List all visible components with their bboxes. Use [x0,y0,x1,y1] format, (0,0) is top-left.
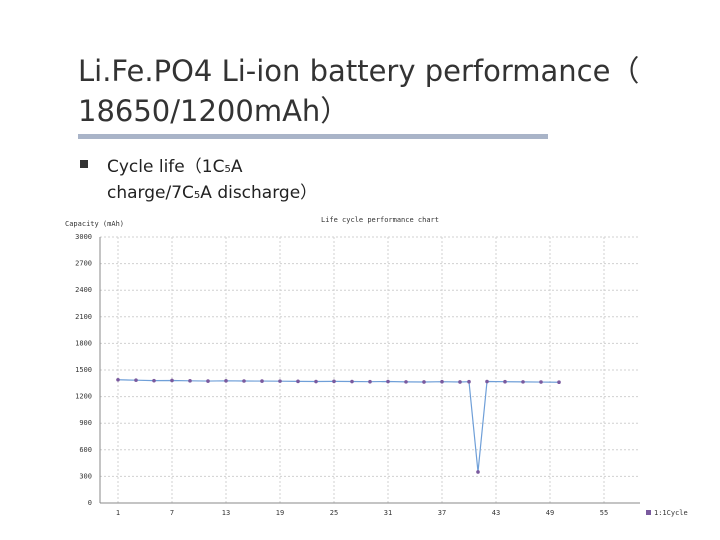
y-tick-label: 1800 [75,339,92,347]
x-tick-label: 25 [330,509,338,517]
text-run: charge/7C [107,183,194,203]
y-tick-label: 2700 [75,260,92,268]
x-tick-label: 55 [600,509,608,517]
chart-title: Life cycle performance chart [321,216,439,224]
bullet-text: Cycle life（1C5A [107,152,242,177]
legend-swatch [646,510,651,515]
y-tick-label: 900 [79,419,92,427]
data-point [224,379,228,383]
data-point [368,379,372,384]
x-tick-label: 31 [384,509,392,517]
chart-background [60,213,720,525]
x-tick-label: 7 [170,509,174,517]
y-tick-label: 1500 [75,366,92,374]
x-tick-label: 19 [276,509,284,517]
data-point [503,379,507,384]
y-tick-label: 2100 [75,313,92,321]
data-point [521,380,525,384]
y-tick-label: 600 [79,446,92,454]
legend-label: 1:1Cycle [654,509,688,517]
data-point [152,378,156,383]
text-run: A discharge） [200,183,318,203]
data-point [188,379,192,383]
data-point [467,379,471,384]
x-tick-label: 1 [116,509,120,517]
y-axis-label: Capacity (mAh) [65,220,124,228]
data-point [206,379,210,383]
data-point [134,378,138,382]
data-point [350,379,354,384]
data-point [242,379,246,383]
data-point [116,377,120,382]
bullet-text: charge/7C5A discharge） [107,178,317,203]
y-tick-label: 1200 [75,393,92,401]
y-tick-label: 2400 [75,286,92,294]
data-point [485,379,489,384]
data-point [170,378,174,383]
data-point [260,379,264,383]
data-point [314,379,318,384]
x-tick-label: 37 [438,509,446,517]
bullet-marker [80,160,88,168]
y-tick-label: 3000 [75,233,92,241]
data-point [386,379,390,384]
x-tick-label: 49 [546,509,554,517]
text-run: A [230,157,243,177]
subscript: 5 [224,164,231,175]
data-point [278,379,282,383]
slide-title: Li.Fe.PO4 Li-ion battery performance（ [78,54,640,88]
data-point [440,379,444,384]
data-point [296,379,300,384]
data-point [332,379,336,384]
data-point [476,470,480,474]
x-tick-label: 13 [222,509,230,517]
data-point [539,380,543,384]
data-point [557,380,561,385]
x-tick-label: 43 [492,509,500,517]
y-tick-label: 300 [79,472,92,480]
slide-title: 18650/1200mAh） [78,94,350,128]
data-point [404,380,408,384]
y-tick-label: 0 [88,499,92,507]
text-run: Cycle life（1C [107,157,225,177]
data-point [422,380,426,384]
data-point [458,380,462,384]
title-rule [78,134,548,139]
subscript: 5 [193,190,201,201]
